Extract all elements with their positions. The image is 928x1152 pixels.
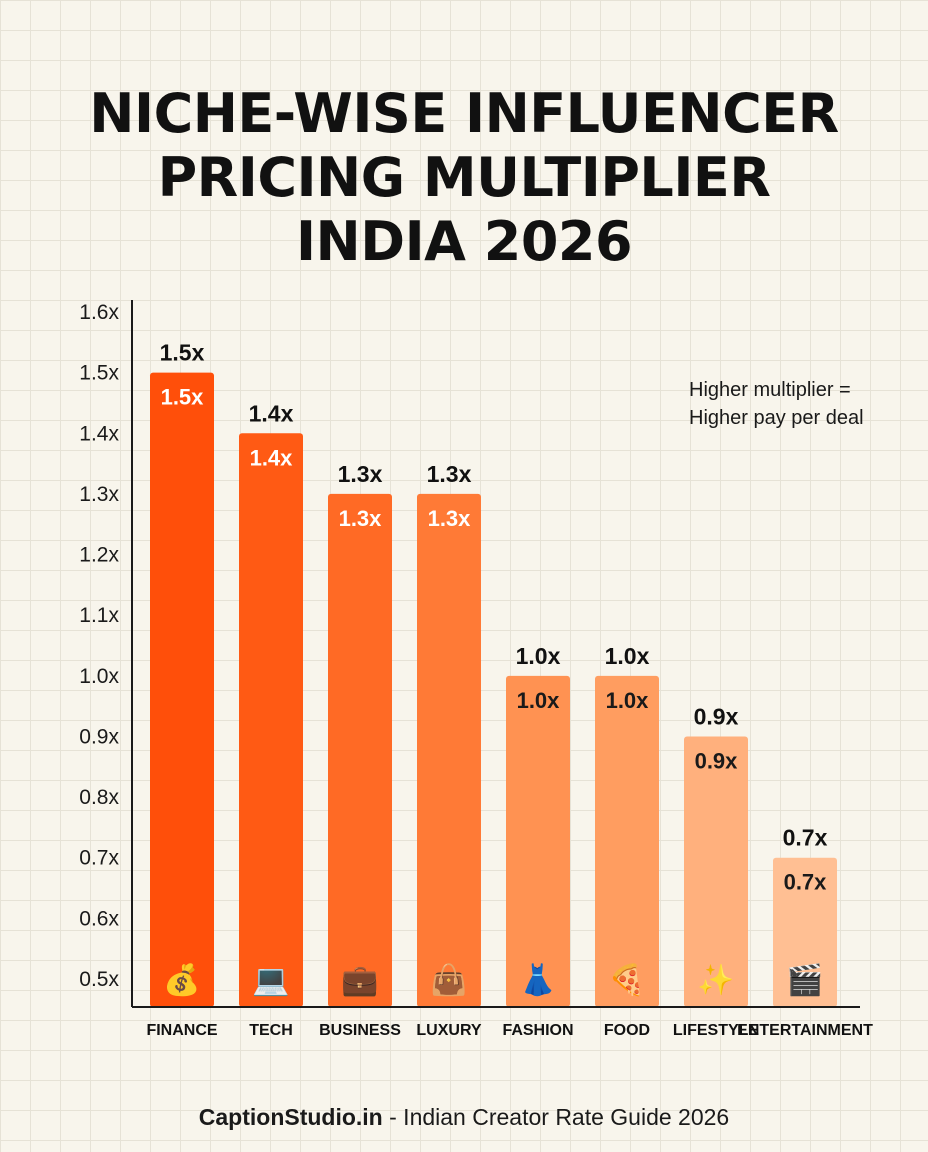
clapperboard-icon: 🎬 [786,962,823,997]
y-tick-label: 1.5x [79,362,119,385]
bar-inner-value-label: 1.5x [161,385,205,410]
title-line-2: PRICING MULTIPLIER [157,146,771,209]
x-category-label: LIFESTYLE [673,1022,760,1039]
bar-inner-value-label: 1.0x [606,688,650,713]
x-category-label: LUXURY [416,1022,482,1039]
title-line-1: NICHE-WISE INFLUENCER [89,82,839,145]
y-tick-label: 1.6x [79,301,119,324]
bar-value-label: 1.0x [605,643,650,669]
money-bag-icon: 💰 [163,962,200,998]
dress-icon: 👗 [519,962,556,997]
handbag-icon: 👜 [430,962,467,997]
y-tick-label: 1.3x [79,483,119,506]
y-tick-label: 0.9x [79,725,119,748]
y-tick-label: 0.8x [79,786,119,809]
bar-value-label: 0.9x [694,703,739,729]
y-tick-label: 1.0x [79,665,119,688]
footer-text: - Indian Creator Rate Guide 2026 [382,1104,730,1130]
bar [328,493,392,1008]
annotation-line-2: Higher pay per deal [689,407,864,429]
bar-value-label: 1.0x [516,643,561,669]
laptop-icon: 💻 [252,964,289,997]
bar-value-label: 1.4x [249,400,294,426]
bar-inner-value-label: 1.0x [517,688,561,713]
x-category-label: FINANCE [146,1022,217,1039]
y-tick-label: 0.5x [79,968,119,991]
bar-value-label: 1.3x [427,461,472,487]
pizza-icon: 🍕 [608,962,645,997]
bar [239,433,303,1008]
bar [150,372,214,1007]
bar [773,857,837,1007]
x-category-label: BUSINESS [319,1022,401,1039]
y-tick-label: 0.7x [79,847,119,870]
bar-value-label: 1.5x [160,340,205,366]
briefcase-icon: 💼 [341,964,378,997]
chart-title: NICHE-WISE INFLUENCER PRICING MULTIPLIER… [0,82,928,274]
bar [506,675,570,1007]
footer-brand: CaptionStudio.in [198,1104,383,1130]
chart-annotation: Higher multiplier = Higher pay per deal [689,376,909,432]
footer: CaptionStudio.in - Indian Creator Rate G… [0,1104,928,1131]
y-tick-label: 1.4x [79,422,119,445]
bar [684,736,748,1007]
bar [417,493,481,1008]
bar [595,675,659,1007]
bar-value-label: 1.3x [338,461,383,487]
bar-inner-value-label: 1.4x [250,445,294,470]
x-category-label: ENTERTAINMENT [737,1022,873,1039]
y-tick-label: 1.1x [79,604,119,627]
x-category-label: FOOD [604,1022,650,1039]
y-tick-label: 0.6x [79,907,119,930]
bar-inner-value-label: 0.7x [784,870,828,895]
bar-inner-value-label: 1.3x [339,506,383,531]
sparkles-icon: ✨ [697,963,734,997]
annotation-line-1: Higher multiplier = [689,379,851,401]
x-category-label: TECH [249,1022,293,1039]
bar-value-label: 0.7x [783,825,828,851]
title-line-3: INDIA 2026 [295,210,633,273]
x-category-label: FASHION [502,1022,573,1039]
y-tick-label: 1.2x [79,544,119,567]
bar-inner-value-label: 0.9x [695,748,739,773]
bar-inner-value-label: 1.3x [428,506,472,531]
